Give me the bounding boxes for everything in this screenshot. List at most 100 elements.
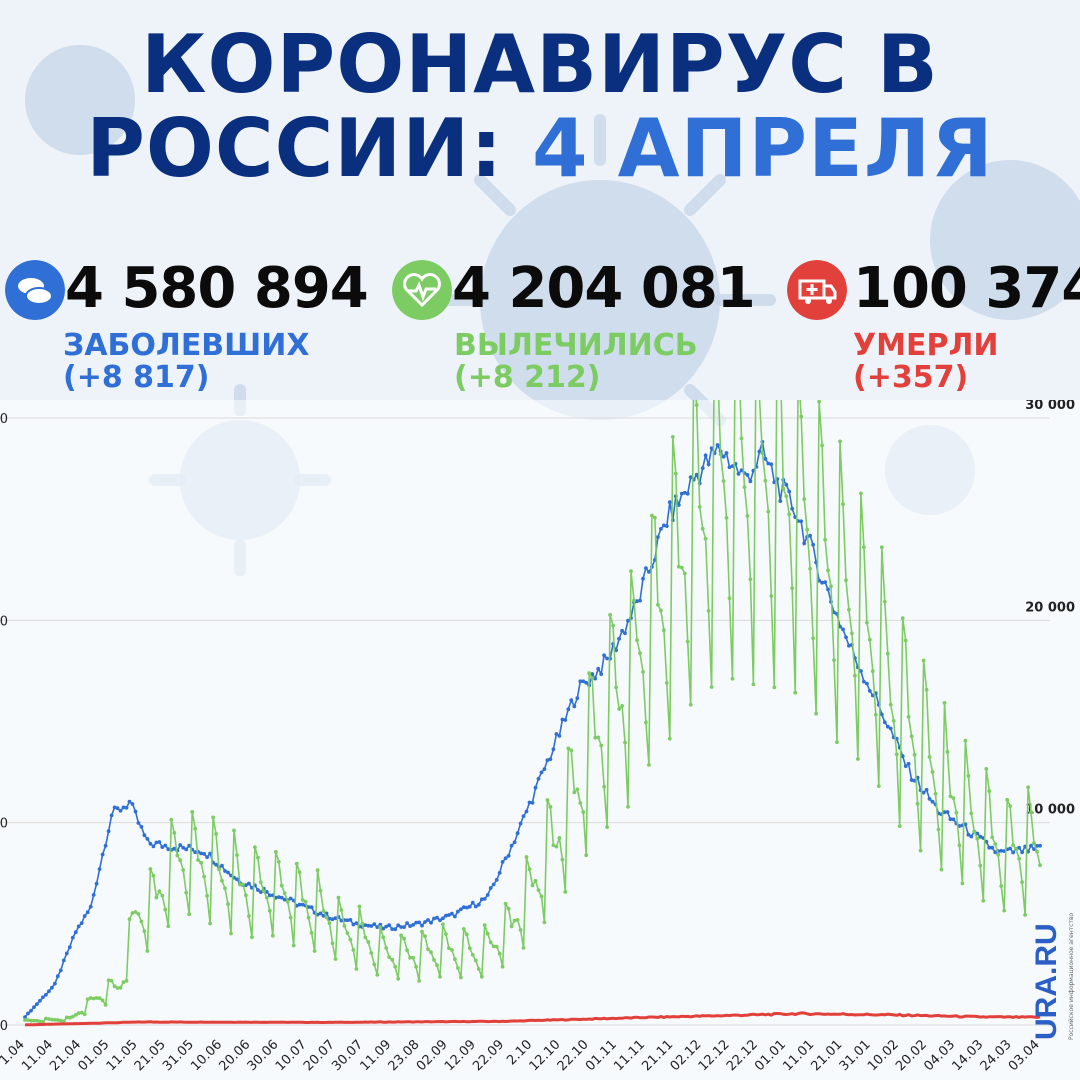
- series-point: [238, 882, 242, 887]
- series-point: [709, 446, 714, 451]
- series-point: [873, 712, 878, 717]
- series-point: [647, 763, 651, 767]
- series-point: [924, 787, 929, 792]
- x-tick-label: 11.11: [611, 1037, 648, 1074]
- series-point: [545, 798, 550, 802]
- series-point: [459, 975, 463, 980]
- series-point: [841, 627, 845, 632]
- series-point: [999, 848, 1004, 853]
- series-point: [387, 923, 392, 928]
- series-point: [784, 482, 789, 487]
- series-point: [154, 895, 159, 900]
- series-point: [688, 702, 693, 707]
- series-point: [330, 917, 335, 922]
- series-point: [975, 836, 980, 841]
- series-point: [109, 813, 114, 818]
- series-point: [297, 870, 302, 875]
- series-point: [351, 948, 356, 952]
- series-point: [870, 669, 875, 674]
- series-point: [456, 966, 460, 970]
- series-point: [632, 598, 636, 603]
- series-point: [751, 682, 756, 687]
- left-y-tick-label: 000: [0, 614, 8, 629]
- series-point: [426, 918, 430, 922]
- series-point: [745, 514, 750, 518]
- series-point: [769, 462, 774, 467]
- series-point: [894, 752, 899, 757]
- series-point: [476, 967, 481, 971]
- series-point: [473, 904, 478, 909]
- series-point: [402, 936, 406, 941]
- x-tick-label: 10.07: [273, 1037, 310, 1074]
- series-point: [993, 850, 998, 855]
- series-point: [614, 648, 618, 653]
- series-point: [1026, 785, 1030, 790]
- series-point: [372, 922, 377, 927]
- series-point: [512, 918, 517, 923]
- series-point: [900, 754, 905, 759]
- deaths-value: 100 374: [853, 256, 1080, 321]
- series-point: [112, 805, 117, 810]
- series-point: [930, 770, 935, 774]
- series-point: [739, 468, 744, 473]
- series-point: [659, 608, 663, 613]
- series-point: [297, 902, 302, 907]
- series-point: [566, 746, 571, 751]
- series-point: [862, 679, 866, 684]
- series-point: [285, 899, 290, 904]
- series-point: [557, 734, 562, 738]
- recovered-label-block: ВЫЛЕЧИЛИСЬ (+8 212): [454, 330, 698, 394]
- series-point: [345, 931, 350, 935]
- x-tick-label: 20.06: [216, 1037, 253, 1074]
- series-point: [378, 925, 383, 929]
- series-point: [1038, 843, 1042, 848]
- series-point: [509, 843, 514, 848]
- series-point: [718, 452, 723, 457]
- recovered-delta: (+8 212): [454, 360, 601, 395]
- left-y-tick-label: 000: [0, 817, 8, 832]
- series-point: [190, 810, 195, 814]
- series-point: [581, 679, 586, 684]
- series-point: [32, 1018, 36, 1023]
- series-point: [853, 673, 857, 678]
- series-point: [473, 958, 478, 963]
- x-tick-label: 30.06: [245, 1037, 282, 1074]
- series-point: [411, 955, 415, 960]
- series-point: [411, 923, 415, 927]
- series-point: [635, 638, 639, 643]
- series-point: [575, 696, 580, 700]
- series-point: [530, 883, 535, 888]
- series-point: [342, 924, 347, 928]
- series-point: [569, 698, 574, 702]
- series-point: [142, 929, 147, 934]
- series-point: [193, 826, 198, 831]
- series-point: [1011, 843, 1015, 847]
- series-point: [223, 886, 227, 891]
- series-point: [23, 1015, 27, 1019]
- series-point: [494, 878, 499, 882]
- series-point: [41, 1020, 45, 1024]
- series-point: [169, 817, 174, 822]
- series-point: [420, 929, 424, 934]
- series-point: [847, 643, 851, 648]
- series-point: [497, 871, 502, 875]
- series-point: [760, 451, 765, 456]
- series-point: [184, 847, 189, 852]
- series-point: [178, 858, 183, 863]
- series-point: [888, 726, 893, 731]
- series-point: [817, 400, 821, 404]
- series-point: [423, 934, 427, 939]
- series-point: [1008, 846, 1012, 851]
- series-point: [294, 861, 299, 866]
- series-point: [106, 829, 111, 834]
- series-point: [372, 962, 377, 967]
- series-point: [781, 486, 786, 491]
- series-point: [545, 758, 550, 763]
- series-point: [757, 449, 762, 454]
- series-point: [667, 736, 672, 741]
- series-point: [306, 905, 311, 909]
- deaths-label-block: УМЕРЛИ (+357): [853, 330, 999, 394]
- series-point: [226, 902, 230, 906]
- series-point: [121, 980, 126, 984]
- series-point: [461, 905, 466, 910]
